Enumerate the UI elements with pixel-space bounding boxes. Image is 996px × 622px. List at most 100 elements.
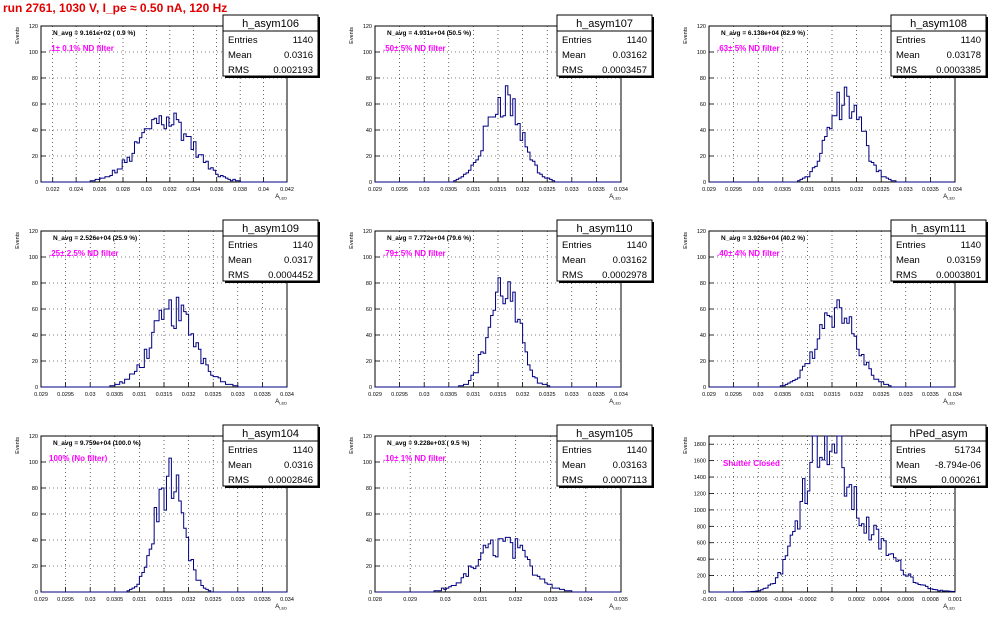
x-tick-label: 0.0305 [440, 187, 457, 193]
y-tick-label: 100 [29, 460, 38, 466]
stats-value: 0.03178 [947, 50, 981, 61]
y-tick-label: 60 [366, 512, 372, 518]
y-tick-label: 60 [32, 307, 38, 313]
histogram-name: h_asym104 [242, 428, 299, 440]
x-tick-label: 0.0295 [57, 597, 74, 603]
histogram-panel: 0.029 0.0295 0.03 0.0305 0.031 0.0315 0.032 0.0… [15, 424, 320, 611]
y-tick-label: 60 [700, 307, 706, 313]
stats-key: Entries [562, 35, 592, 46]
y-tick-label: 40 [32, 538, 38, 544]
histogram-panel: 0.029 0.0295 0.03 0.0305 0.031 0.0315 0.032 0.0… [349, 14, 654, 201]
x-tick-label: 0.033 [544, 597, 558, 603]
stats-key: Entries [562, 240, 592, 251]
y-axis-label: Events [15, 27, 21, 44]
y-tick-label: 20 [366, 564, 372, 570]
x-tick-label: 0.0295 [725, 392, 742, 398]
x-tick-label: 0.031 [801, 187, 815, 193]
x-tick-label: 0.032 [516, 187, 530, 193]
stats-key: Entries [896, 35, 926, 46]
x-tick-label: 0.029 [702, 392, 716, 398]
stats-value: 0.03163 [613, 460, 647, 471]
y-tick-label: 120 [697, 24, 706, 30]
y-tick-label: 40 [366, 538, 372, 544]
histogram-line [41, 457, 287, 593]
histogram-panel: 0.029 0.0295 0.03 0.0305 0.031 0.0315 0.032 0.0… [349, 219, 654, 406]
stats-key: Mean [896, 50, 920, 61]
x-tick-label: 0.022 [46, 187, 60, 193]
x-tick-label: -0.0002 [798, 597, 817, 603]
y-tick-label: 800 [697, 524, 706, 530]
y-tick-label: 40 [700, 333, 706, 339]
x-tick-label: 0.0305 [774, 392, 791, 398]
stats-key: Entries [228, 35, 258, 46]
stats-key: RMS [228, 65, 249, 76]
y-tick-label: 60 [32, 102, 38, 108]
stats-key: Entries [896, 445, 926, 456]
y-tick-label: 0 [35, 590, 38, 596]
x-axis-label: ALED [275, 399, 287, 406]
x-tick-label: 0.032 [509, 597, 523, 603]
y-tick-label: 200 [697, 574, 706, 580]
stats-key: Mean [562, 255, 586, 266]
x-tick-label: 0.029 [368, 187, 382, 193]
navg-label: N_avg = 7.772e+04 (79.6 %) [387, 235, 471, 242]
x-axis-label: ALED [609, 604, 621, 611]
y-tick-label: 40 [32, 333, 38, 339]
navg-label: N_avg = 6.138e+04 (62.9 %) [721, 30, 805, 37]
filter-label: .50± 5% ND filter [383, 44, 446, 53]
histogram-line [375, 536, 621, 593]
histogram-name: h_asym108 [910, 18, 967, 30]
stats-key: RMS [896, 475, 917, 486]
y-axis-label: Events [683, 232, 689, 249]
x-tick-label: 0.024 [69, 187, 83, 193]
x-tick-label: 0.038 [233, 187, 247, 193]
stats-value: 1140 [293, 240, 313, 251]
y-tick-label: 80 [32, 76, 38, 82]
x-axis-label: ALED [275, 194, 287, 201]
x-tick-label: 0.032 [516, 392, 530, 398]
x-tick-label: 0.0006 [897, 597, 914, 603]
stats-value: 0.0002978 [602, 270, 647, 281]
y-axis-label: Events [15, 437, 21, 454]
x-tick-label: 0.031 [467, 187, 481, 193]
x-tick-label: 0.0315 [156, 597, 173, 603]
x-tick-label: 0.0325 [205, 597, 222, 603]
histogram-name: h_asym111 [911, 223, 966, 235]
y-tick-label: 0 [703, 180, 706, 186]
x-tick-label: 0.0315 [490, 392, 507, 398]
x-tick-label: 0.0002 [848, 597, 865, 603]
histogram-panel: -0.001 -0.0008 -0.0006 -0.0004 -0.0002 0 0.000… [683, 424, 988, 611]
x-tick-label: 0.031 [133, 597, 147, 603]
x-tick-label: 0.031 [133, 392, 147, 398]
y-tick-label: 100 [363, 255, 372, 261]
y-tick-label: 120 [363, 434, 372, 440]
stats-box [222, 219, 319, 282]
y-tick-label: 60 [366, 102, 372, 108]
y-tick-label: 20 [366, 359, 372, 365]
stats-value: 1140 [293, 35, 313, 46]
x-tick-label: 0.032 [182, 392, 196, 398]
page-title: run 2761, 1030 V, I_pe ≈ 0.50 nA, 120 Hz [3, 1, 228, 15]
x-tick-label: 0.042 [280, 187, 294, 193]
stats-value: 1140 [961, 240, 981, 251]
x-tick-label: 0.03 [85, 597, 96, 603]
y-tick-label: 100 [697, 255, 706, 261]
x-axis-label: ALED [943, 604, 955, 611]
stats-key: RMS [228, 270, 249, 281]
stats-key: RMS [562, 65, 583, 76]
stats-value: 0.002193 [273, 65, 313, 76]
y-tick-label: 400 [697, 557, 706, 563]
y-tick-label: 20 [32, 154, 38, 160]
x-tick-label: 0.034 [948, 187, 962, 193]
x-tick-label: 0.0295 [57, 392, 74, 398]
x-tick-label: 0.0305 [106, 392, 123, 398]
x-tick-label: 0.026 [93, 187, 107, 193]
stats-key: Mean [228, 50, 252, 61]
y-tick-label: 120 [697, 229, 706, 235]
x-tick-label: 0.033 [231, 597, 245, 603]
x-tick-label: 0.036 [210, 187, 224, 193]
stats-value: 0.0316 [284, 50, 313, 61]
x-tick-label: 0.029 [403, 597, 417, 603]
stats-key: Entries [562, 445, 592, 456]
stats-box [556, 14, 653, 77]
